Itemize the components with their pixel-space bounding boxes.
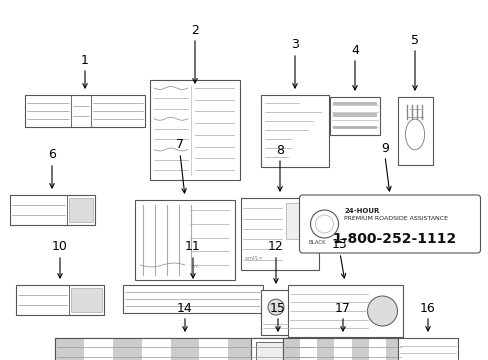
Bar — [250, 338, 305, 360]
Bar — [329, 97, 379, 135]
Text: 15: 15 — [269, 302, 285, 315]
Text: 3: 3 — [290, 39, 298, 51]
Text: 8: 8 — [275, 144, 284, 157]
Text: nr.: nr. — [193, 264, 199, 269]
Bar — [285, 338, 314, 360]
Text: wmPL=: wmPL= — [244, 256, 263, 261]
Text: 1-800-252-1112: 1-800-252-1112 — [332, 232, 456, 246]
Circle shape — [367, 296, 397, 326]
Text: 16: 16 — [419, 302, 435, 315]
FancyBboxPatch shape — [299, 195, 480, 253]
Bar — [334, 338, 351, 360]
Bar — [228, 338, 257, 360]
Ellipse shape — [405, 119, 424, 150]
Text: 13: 13 — [331, 238, 347, 252]
Text: 24-HOUR: 24-HOUR — [344, 208, 379, 214]
Text: 2: 2 — [191, 23, 199, 36]
Circle shape — [267, 299, 284, 315]
Bar — [300, 338, 317, 360]
Bar — [332, 113, 376, 117]
Bar — [84, 338, 113, 360]
Text: 6: 6 — [48, 148, 56, 162]
Text: 10: 10 — [52, 240, 68, 253]
Bar — [199, 338, 228, 360]
Text: BLACK: BLACK — [308, 240, 325, 245]
Text: 9: 9 — [380, 141, 388, 154]
Bar — [241, 198, 318, 270]
Bar — [397, 338, 457, 360]
Bar — [69, 198, 93, 222]
Bar — [397, 97, 431, 165]
Bar — [142, 338, 170, 360]
Bar — [283, 338, 402, 360]
Bar — [261, 95, 328, 167]
Text: 12: 12 — [267, 240, 284, 253]
Text: 7: 7 — [176, 139, 183, 152]
Text: 4: 4 — [350, 44, 358, 57]
Bar — [283, 338, 300, 360]
Text: 17: 17 — [334, 302, 350, 315]
Circle shape — [315, 215, 333, 233]
Text: 11: 11 — [185, 240, 201, 253]
Bar — [55, 338, 84, 360]
Bar — [71, 288, 102, 312]
Bar — [351, 338, 368, 360]
Text: 1: 1 — [81, 54, 89, 67]
Bar — [368, 338, 385, 360]
Bar — [261, 290, 290, 335]
Bar — [285, 203, 315, 239]
Text: PREMIUM ROADSIDE ASSISTANCE: PREMIUM ROADSIDE ASSISTANCE — [344, 216, 447, 221]
Bar — [25, 95, 145, 127]
Circle shape — [310, 210, 338, 238]
Text: 14: 14 — [177, 302, 192, 315]
Bar — [55, 338, 314, 360]
Bar — [123, 285, 263, 313]
Bar — [55, 338, 314, 360]
Bar — [150, 80, 240, 180]
Bar — [16, 285, 104, 315]
Bar — [332, 126, 376, 129]
Bar — [332, 102, 376, 104]
Bar — [317, 338, 334, 360]
Bar — [9, 195, 94, 225]
Bar — [113, 338, 142, 360]
Bar — [287, 285, 402, 337]
Bar — [135, 200, 235, 280]
Text: 5: 5 — [410, 33, 418, 46]
Bar — [257, 338, 285, 360]
Bar — [283, 338, 402, 360]
Bar — [255, 342, 300, 360]
Bar — [385, 338, 402, 360]
Bar — [170, 338, 199, 360]
